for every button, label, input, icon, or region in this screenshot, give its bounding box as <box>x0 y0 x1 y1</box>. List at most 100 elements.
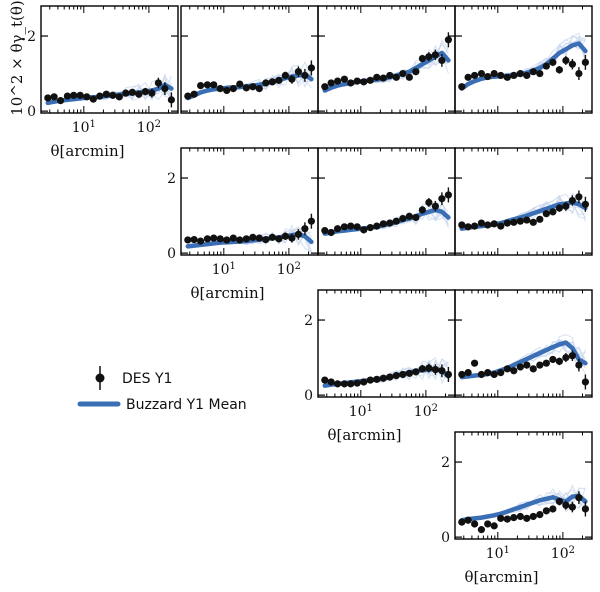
data-point <box>477 69 486 78</box>
data-point <box>268 233 276 241</box>
data-point <box>242 235 250 243</box>
data-point <box>307 64 316 72</box>
data-point <box>497 222 505 230</box>
y-tick-label: 0 <box>304 388 313 404</box>
data-point <box>523 361 531 369</box>
data-point <box>536 510 544 519</box>
data-point <box>549 355 557 364</box>
data-point <box>581 58 590 66</box>
data-point <box>301 225 309 233</box>
data-point <box>503 73 511 81</box>
data-point <box>102 90 110 98</box>
data-point <box>523 514 531 522</box>
x-axis-label: θ[arcmin] <box>191 284 265 302</box>
y-tick-label: 2 <box>167 171 176 187</box>
data-point <box>562 202 570 210</box>
data-point <box>399 69 407 78</box>
data-point <box>184 92 192 100</box>
data-point <box>470 222 479 230</box>
x-tick-label-exp: 1 <box>90 119 96 130</box>
data-point <box>516 217 524 225</box>
data-point <box>210 81 218 89</box>
data-point <box>44 94 52 102</box>
data-point <box>464 223 472 231</box>
data-point <box>216 84 224 93</box>
data-point <box>575 494 583 502</box>
panel-0-1 <box>180 5 319 114</box>
data-point <box>392 217 400 225</box>
data-point <box>510 367 518 375</box>
data-point <box>418 206 426 214</box>
data-point <box>458 83 466 91</box>
y-tick-label: 2 <box>27 29 36 45</box>
y-tick-label: 0 <box>27 104 36 120</box>
y-tick-label: 2 <box>304 313 313 329</box>
data-point <box>196 237 205 245</box>
data-point <box>425 364 433 372</box>
data-point <box>405 369 413 377</box>
data-point <box>497 368 505 377</box>
data-point <box>477 219 486 227</box>
data-point <box>223 236 231 244</box>
data-point <box>281 232 289 240</box>
data-point <box>347 79 355 87</box>
mean-line <box>459 41 588 91</box>
data-point <box>294 68 302 76</box>
data-point <box>464 368 472 377</box>
data-point <box>516 363 524 371</box>
panel-frame <box>180 5 319 114</box>
data-point <box>366 76 374 84</box>
data-point <box>141 88 149 96</box>
data-point <box>373 375 381 383</box>
data-point <box>288 234 296 242</box>
data-point <box>379 220 387 228</box>
data-point <box>236 236 244 244</box>
data-point <box>249 83 257 91</box>
panel-plot-area <box>44 72 176 108</box>
x-tick-label-exp: 2 <box>155 119 161 130</box>
data-point <box>366 223 374 232</box>
panel-plot-area <box>458 334 590 390</box>
data-point <box>379 374 387 382</box>
data-point <box>242 84 250 92</box>
data-point <box>444 370 453 379</box>
x-tick-label: 101 <box>72 119 96 137</box>
mean-line <box>459 493 588 523</box>
data-point <box>262 236 270 244</box>
data-point <box>360 78 368 86</box>
data-point <box>115 93 123 101</box>
data-point <box>431 51 439 59</box>
data-point <box>503 515 511 523</box>
x-tick-label-base: 10 <box>551 546 569 562</box>
x-tick-label: 102 <box>277 261 301 279</box>
data-point <box>353 77 361 85</box>
panel-0-2 <box>317 5 456 114</box>
panel-plot-area <box>321 356 453 388</box>
panel-frame <box>454 147 593 256</box>
data-point <box>458 518 466 526</box>
data-point <box>255 84 263 93</box>
panel-plot-area <box>458 484 590 534</box>
data-point <box>122 89 130 97</box>
panel-frame <box>454 289 593 398</box>
data-point <box>340 75 349 83</box>
data-point <box>135 90 143 98</box>
data-point <box>366 376 374 384</box>
data-point <box>405 73 413 81</box>
data-point <box>536 361 544 369</box>
y-tick-label: 0 <box>167 246 176 262</box>
data-point <box>236 80 244 88</box>
data-point <box>340 380 349 388</box>
data-point <box>333 77 342 85</box>
legend: DES Y1 Buzzard Y1 Mean <box>77 366 247 413</box>
x-axis-label: θ[arcmin] <box>328 426 402 444</box>
data-point <box>542 210 550 218</box>
data-point <box>575 69 583 78</box>
data-point <box>497 514 505 522</box>
data-point <box>516 512 524 521</box>
x-tick-label-exp: 1 <box>230 261 236 272</box>
panel-frame <box>454 5 593 114</box>
